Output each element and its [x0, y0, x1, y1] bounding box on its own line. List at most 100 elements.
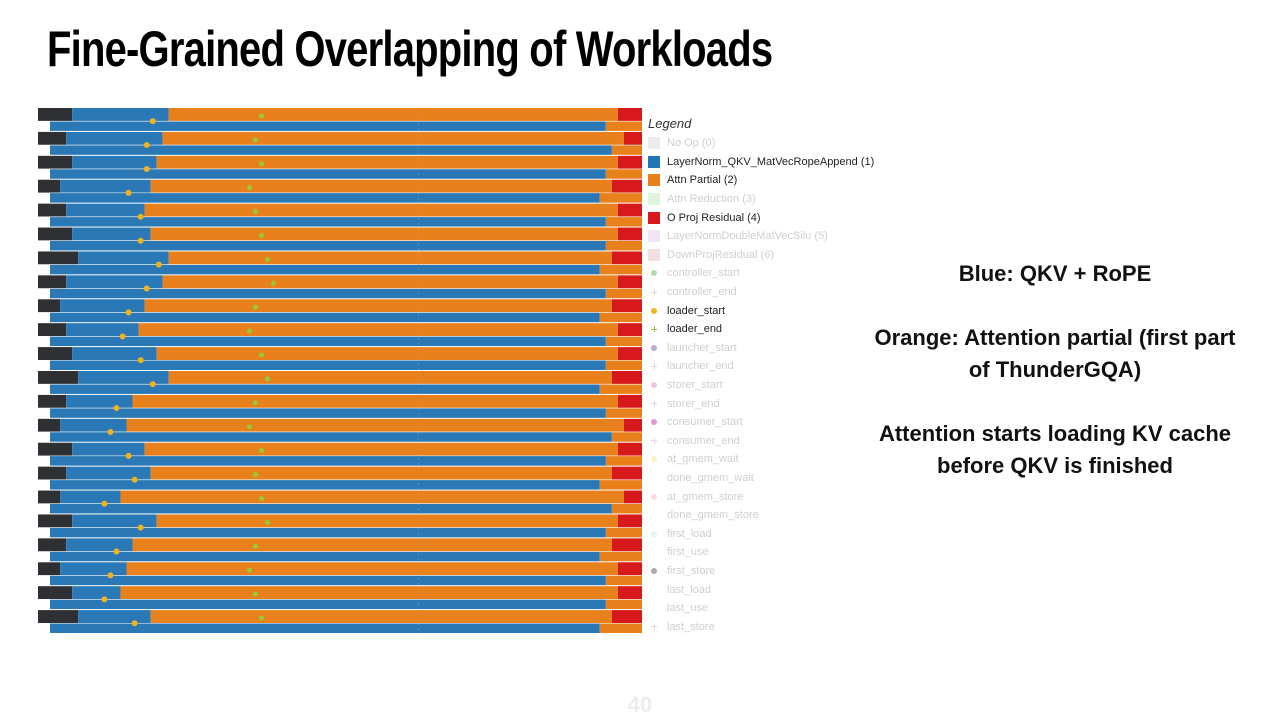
legend-label: consumer_end — [667, 434, 740, 447]
attn-partial-bar — [599, 623, 642, 633]
loader-start-marker — [131, 476, 138, 483]
noop-bar — [38, 275, 67, 289]
legend-item[interactable]: Attn Reduction (3) — [648, 190, 908, 209]
qkv-bar — [66, 538, 133, 552]
noop-bar — [38, 442, 73, 456]
attn-partial-bar — [599, 192, 642, 203]
qkv-bar — [72, 442, 145, 456]
legend-item[interactable]: controller_end — [648, 283, 908, 302]
legend-item[interactable]: first_store — [648, 562, 908, 581]
legend-item[interactable]: last_use — [648, 599, 908, 618]
legend-swatch-icon — [648, 546, 660, 558]
o-proj-bar — [611, 371, 642, 385]
legend-item[interactable]: DownProjResidual (6) — [648, 246, 908, 265]
note-orange: Orange: Attention partial (first part of… — [874, 325, 1236, 382]
legend-item[interactable]: loader_end — [648, 320, 908, 339]
legend-label: LayerNorm_QKV_MatVecRopeAppend (1) — [667, 155, 875, 168]
legend-label: controller_start — [667, 267, 740, 280]
loader-start-marker — [143, 165, 150, 172]
legend-item[interactable]: first_use — [648, 543, 908, 562]
o-proj-bar — [611, 251, 642, 265]
loader-end-marker — [246, 328, 252, 334]
legend-label: first_use — [667, 546, 709, 559]
o-proj-bar — [611, 538, 642, 552]
noop-bar — [38, 323, 67, 337]
legend-item[interactable]: launcher_end — [648, 357, 908, 376]
legend-item[interactable]: No Op (0) — [648, 134, 908, 153]
qkv-bar — [50, 336, 606, 347]
noop-bar — [38, 108, 73, 122]
legend-item[interactable]: launcher_start — [648, 339, 908, 358]
legend-item[interactable]: done_gmem_wait — [648, 469, 908, 488]
qkv-bar — [72, 514, 157, 528]
attn-partial-bar — [156, 514, 618, 528]
attn-partial-bar — [168, 371, 612, 385]
legend-label: at_gmem_wait — [667, 453, 739, 466]
legend-swatch-icon — [648, 267, 660, 279]
legend-label: done_gmem_store — [667, 509, 759, 522]
loader-end-marker — [252, 137, 259, 143]
legend-items: No Op (0) LayerNorm_QKV_MatVecRopeAppend … — [648, 134, 908, 636]
attn-partial-bar — [605, 455, 642, 466]
attn-partial-bar — [599, 264, 642, 275]
note-kv-cache: Attention starts loading KV cache before… — [878, 421, 1232, 478]
qkv-bar — [50, 479, 600, 490]
attn-partial-bar — [599, 384, 642, 394]
legend-item[interactable]: controller_start — [648, 264, 908, 283]
legend-item[interactable]: done_gmem_store — [648, 506, 908, 525]
loader-end-marker — [258, 495, 265, 502]
legend-item[interactable]: loader_start — [648, 301, 908, 320]
qkv-bar — [66, 131, 163, 146]
loader-start-marker — [125, 189, 132, 196]
attn-partial-bar — [168, 108, 618, 122]
legend-item[interactable]: first_load — [648, 524, 908, 543]
legend-item[interactable]: consumer_end — [648, 432, 908, 451]
legend-item[interactable]: LayerNormDoubleMatVecSilu (5) — [648, 227, 908, 246]
legend-item[interactable]: last_store — [648, 617, 908, 636]
o-proj-bar — [617, 347, 642, 361]
legend-item[interactable]: at_gmem_wait — [648, 450, 908, 469]
noop-bar — [38, 586, 73, 600]
legend-label: Attn Partial (2) — [667, 174, 738, 187]
qkv-bar — [66, 466, 151, 480]
loader-end-marker — [258, 113, 265, 119]
attn-partial-bar — [611, 145, 642, 155]
noop-bar — [38, 490, 61, 504]
legend-item[interactable]: last_load — [648, 580, 908, 599]
attn-partial-bar — [605, 599, 642, 610]
attn-partial-bar — [120, 586, 618, 600]
qkv-bar — [60, 562, 127, 576]
loader-end-marker — [252, 208, 259, 215]
loader-end-marker — [246, 567, 252, 573]
attn-partial-bar — [599, 551, 642, 562]
legend-swatch-icon — [648, 398, 660, 410]
noop-bar — [38, 538, 67, 552]
notes: Blue: QKV + RoPE Orange: Attention parti… — [865, 258, 1245, 482]
legend-item[interactable]: O Proj Residual (4) — [648, 208, 908, 227]
loader-start-marker — [101, 500, 108, 507]
loader-start-marker — [131, 620, 138, 627]
legend-item[interactable]: Attn Partial (2) — [648, 171, 908, 190]
legend-label: last_load — [667, 583, 712, 596]
legend-item[interactable]: storer_end — [648, 394, 908, 413]
legend-swatch-icon — [648, 528, 660, 540]
qkv-bar — [50, 503, 612, 514]
legend-item[interactable]: consumer_start — [648, 413, 908, 432]
loader-end-marker — [258, 352, 265, 358]
legend-item[interactable]: at_gmem_store — [648, 487, 908, 506]
o-proj-bar — [617, 203, 642, 217]
legend-swatch-icon — [648, 248, 660, 261]
loader-end-marker — [264, 256, 271, 262]
attn-partial-bar — [150, 179, 612, 193]
legend-item[interactable]: storer_start — [648, 376, 908, 395]
attn-partial-bar — [156, 155, 618, 169]
attn-partial-bar — [150, 610, 612, 624]
qkv-bar — [78, 610, 151, 624]
o-proj-bar — [617, 323, 642, 337]
loader-end-marker — [252, 591, 259, 597]
legend-label: at_gmem_store — [667, 490, 744, 503]
noop-bar — [38, 299, 61, 313]
attn-partial-bar — [605, 575, 642, 586]
legend-item[interactable]: LayerNorm_QKV_MatVecRopeAppend (1) — [648, 153, 908, 172]
noop-bar — [38, 227, 73, 241]
